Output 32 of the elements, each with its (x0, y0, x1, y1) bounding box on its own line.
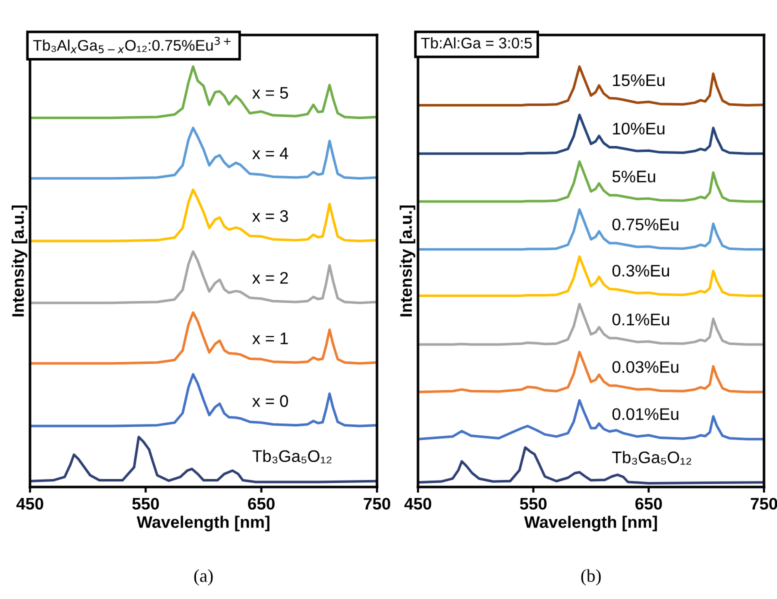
series-label: x = 5 (252, 87, 288, 99)
series-label: Tb₃Ga₅O₁₂ (612, 451, 692, 465)
series-label: 0.01%Eu (612, 408, 678, 420)
series-label: 0.75%Eu (612, 218, 678, 230)
x-tick-label: 550 (132, 498, 159, 510)
series-label: 0.1%Eu (612, 314, 670, 326)
x-axis-title: Wavelength [nm] (136, 516, 270, 532)
series-label: 0.3%Eu (612, 264, 670, 277)
x-tick-label: 650 (635, 498, 662, 510)
series-label: 5%Eu (612, 170, 656, 182)
series-label: 0.03%Eu (612, 361, 678, 373)
series-label: x = 4 (252, 148, 288, 160)
series-label: 15%Eu (613, 74, 664, 86)
series-label: x = 0 (252, 395, 288, 407)
chart-title: Tb₃Al$_{x}$Ga$_{5−x}$O₁₂:0.75%Eu$^{3+}$ (33, 36, 231, 54)
x-tick-label: 450 (16, 498, 44, 510)
series-label: x = 2 (252, 272, 288, 284)
x-tick-label: 650 (248, 498, 275, 510)
x-tick-label: 750 (750, 498, 777, 510)
chart-title: Tb:Al:Ga = 3:0:5 (421, 37, 532, 48)
series-label: x = 1 (252, 332, 288, 344)
series-label: 10%Eu (613, 122, 664, 134)
text: (a) (194, 569, 213, 586)
x-axis-title: Wavelength [nm] (524, 516, 657, 532)
series-label: Tb₃Ga₅O₁₂ (252, 450, 332, 464)
series-label: x = 3 (252, 210, 288, 222)
y-axis-title: Intensity [a.u.] (12, 205, 28, 316)
x-tick-label: 750 (364, 498, 390, 510)
text: (b) (581, 569, 601, 586)
y-axis-title: Intensity [a.u.] (400, 205, 416, 316)
x-tick-label: 550 (520, 498, 547, 510)
x-tick-label: 450 (404, 498, 432, 510)
